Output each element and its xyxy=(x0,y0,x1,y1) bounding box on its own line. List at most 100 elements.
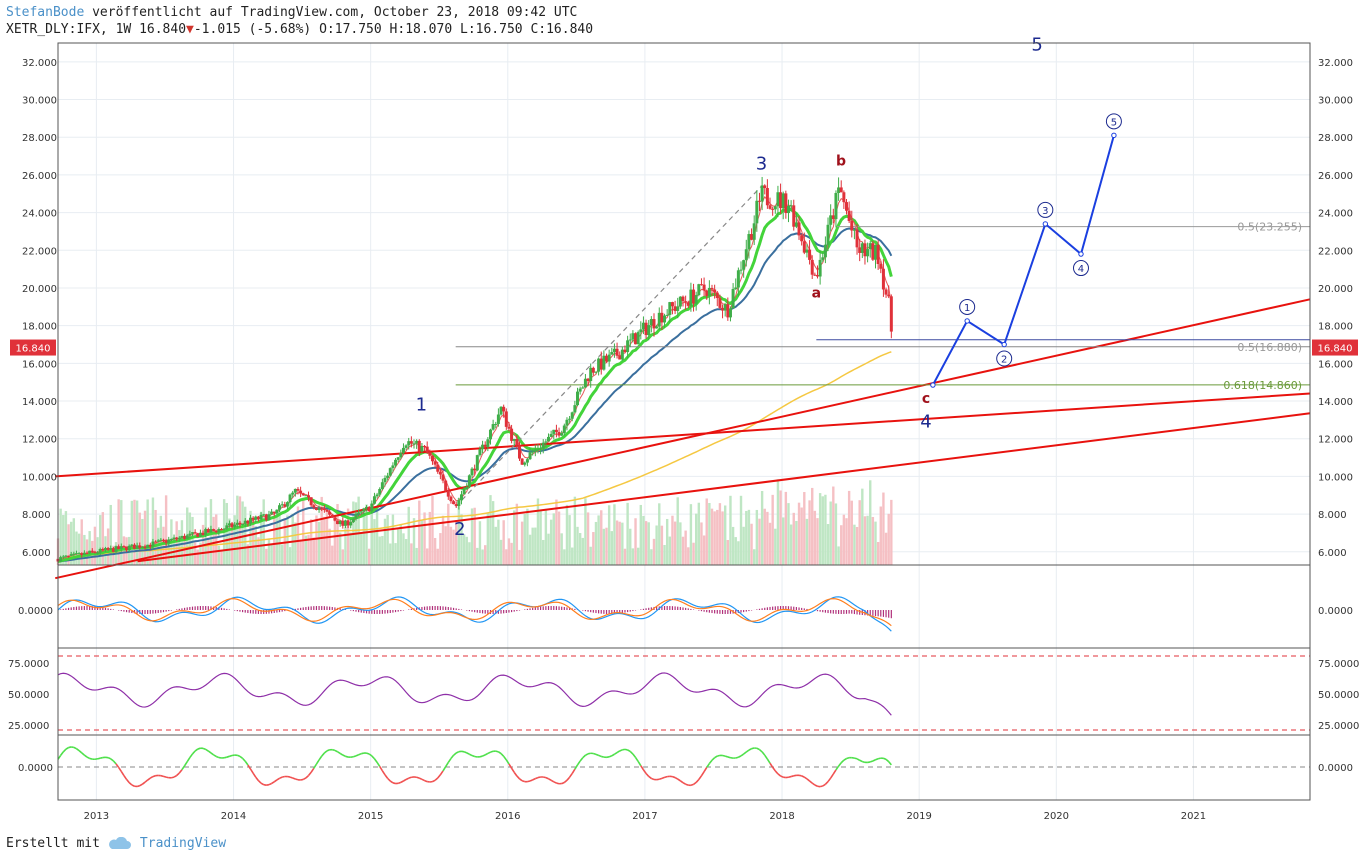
volume-bar xyxy=(349,532,352,565)
candle-body xyxy=(821,257,825,260)
candle-body xyxy=(238,522,242,525)
oscillator-segment xyxy=(152,774,156,778)
volume-bar xyxy=(863,516,867,565)
oscillator-segment xyxy=(469,753,473,757)
oscillator-segment xyxy=(846,756,850,760)
volume-bar xyxy=(890,499,893,565)
oscillator-segment xyxy=(611,753,615,757)
candle-body xyxy=(771,208,775,210)
high-value: 18.070 xyxy=(405,22,453,37)
oscillator-segment xyxy=(608,755,613,758)
oscillator-segment xyxy=(197,747,201,750)
volume-bar xyxy=(687,547,690,565)
forecast-wave-circle xyxy=(1037,201,1054,218)
volume-bar xyxy=(399,524,403,565)
oscillator-segment xyxy=(566,776,571,781)
volume-bar xyxy=(573,496,577,565)
candle-body xyxy=(581,387,585,389)
volume-bar xyxy=(705,498,708,565)
volume-bar xyxy=(449,526,453,565)
candle-body xyxy=(225,525,229,529)
oscillator-segment xyxy=(513,771,518,777)
author-name[interactable]: StefanBode xyxy=(6,5,85,20)
candle-body xyxy=(610,352,614,355)
candle-body xyxy=(201,532,205,535)
wave-label: 1 xyxy=(416,394,427,415)
volume-bar xyxy=(694,513,698,565)
volume-bar xyxy=(278,507,281,565)
volume-bar xyxy=(386,515,389,565)
oscillator-segment xyxy=(207,750,212,754)
candle-body xyxy=(644,322,648,336)
volume-bar xyxy=(760,491,764,565)
oscillator-segment xyxy=(81,752,85,756)
volume-bar xyxy=(594,521,598,565)
right-price-tick: 28.000 xyxy=(1318,133,1353,144)
volume-bar xyxy=(824,494,827,565)
volume-bar xyxy=(302,497,305,565)
volume-bar xyxy=(220,549,223,565)
volume-bar xyxy=(528,534,532,565)
oscillator-segment xyxy=(563,779,568,784)
volume-bar xyxy=(441,515,445,565)
volume-bar xyxy=(515,503,519,565)
tradingview-brand[interactable]: TradingView xyxy=(139,836,227,851)
candle-body xyxy=(834,192,838,220)
volume-bar xyxy=(273,517,276,565)
oscillator-segment xyxy=(147,777,151,781)
volume-bar xyxy=(813,510,817,565)
volume-bar xyxy=(847,490,851,565)
oscillator-segment xyxy=(442,766,447,772)
candle-body xyxy=(127,545,131,551)
volume-bar xyxy=(874,521,877,565)
volume-bar xyxy=(510,542,513,565)
volume-bar xyxy=(468,542,471,565)
oscillator-segment xyxy=(384,774,389,779)
tradingview-cloud-icon xyxy=(109,836,131,849)
volume-bar xyxy=(457,498,461,565)
oscillator-segment xyxy=(780,775,784,778)
oscillator-segment xyxy=(801,775,805,778)
oscillator-segment xyxy=(672,775,676,779)
volume-bar xyxy=(811,487,814,565)
candle-body xyxy=(409,441,413,444)
oscillator-segment xyxy=(310,767,315,773)
oscillator-segment xyxy=(332,748,336,752)
price-change: -1.015 (-5.68%) xyxy=(193,22,312,37)
oscillator-segment xyxy=(717,754,721,757)
volume-bar xyxy=(879,506,882,565)
oscillator-segment xyxy=(255,776,260,782)
oscillator-segment xyxy=(616,750,621,754)
volume-bar xyxy=(267,538,271,565)
oscillator-segment xyxy=(695,778,700,783)
candle-body xyxy=(554,429,558,433)
candle-body xyxy=(283,504,287,507)
candle-body xyxy=(589,367,593,382)
volume-bar xyxy=(795,520,798,565)
candle-body xyxy=(715,292,719,299)
oscillator-segment xyxy=(237,754,241,758)
candle-body xyxy=(72,553,76,555)
close-value: 16.840 xyxy=(546,22,594,37)
volume-bar xyxy=(98,515,102,565)
candle-body xyxy=(655,326,659,329)
volume-bar xyxy=(381,535,384,565)
last-price-badge-left xyxy=(10,339,56,356)
candle-body xyxy=(847,210,851,221)
oscillator-segment xyxy=(186,757,191,763)
oscillator-segment xyxy=(510,767,515,773)
volume-bar xyxy=(560,533,563,565)
oscillator-segment xyxy=(307,771,312,777)
volume-bar xyxy=(270,543,273,565)
candle-body xyxy=(267,514,271,521)
candle-body xyxy=(362,508,366,512)
volume-bar xyxy=(215,514,218,565)
volume-bar xyxy=(697,502,701,565)
candle-body xyxy=(707,287,711,296)
candle-body xyxy=(800,235,804,242)
volume-bar xyxy=(162,526,165,565)
oscillator-segment xyxy=(373,758,378,763)
volume-bar xyxy=(600,510,603,565)
right-price-tick: 22.000 xyxy=(1318,246,1353,257)
